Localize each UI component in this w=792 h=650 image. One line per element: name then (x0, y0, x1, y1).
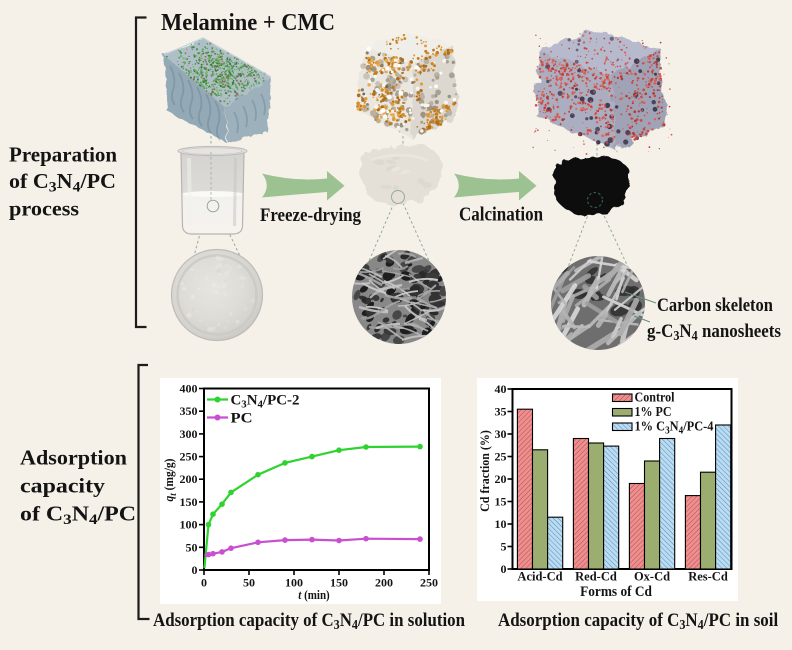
svg-text:Res-Cd: Res-Cd (688, 570, 728, 584)
svg-text:200: 200 (180, 472, 198, 486)
svg-text:qt (mg/g): qt (mg/g) (162, 459, 179, 502)
svg-text:350: 350 (180, 404, 198, 418)
svg-text:capacity: capacity (20, 474, 106, 497)
svg-text:250: 250 (420, 576, 438, 590)
svg-text:5: 5 (501, 540, 507, 554)
svg-text:Calcination: Calcination (459, 203, 543, 224)
svg-text:Preparation: Preparation (9, 143, 117, 167)
svg-text:Carbon skeleton: Carbon skeleton (657, 294, 773, 316)
svg-text:300: 300 (180, 427, 198, 441)
svg-text:400: 400 (180, 382, 198, 396)
svg-text:PC: PC (231, 410, 253, 426)
svg-text:Freeze-drying: Freeze-drying (260, 204, 361, 225)
svg-text:0: 0 (501, 562, 507, 576)
svg-text:of C3N4/PC: of C3N4/PC (20, 502, 136, 528)
svg-text:40: 40 (495, 382, 507, 396)
svg-text:Control: Control (635, 390, 675, 405)
svg-text:0: 0 (192, 563, 198, 577)
svg-text:15: 15 (495, 495, 507, 509)
svg-text:100: 100 (285, 576, 303, 590)
svg-text:150: 150 (330, 576, 348, 590)
svg-text:Red-Cd: Red-Cd (575, 570, 617, 584)
svg-text:Adsorption capacity of C3N4/PC: Adsorption capacity of C3N4/PC in soluti… (153, 609, 465, 632)
svg-text:20: 20 (495, 472, 507, 486)
svg-text:25: 25 (495, 450, 507, 464)
svg-text:Forms of Cd: Forms of Cd (580, 585, 652, 601)
svg-text:process: process (9, 197, 79, 220)
svg-text:Adsorption capacity of C3N4/PC: Adsorption capacity of C3N4/PC in soil (498, 609, 778, 632)
svg-text:Melamine + CMC: Melamine + CMC (161, 9, 335, 36)
svg-text:10: 10 (495, 517, 507, 531)
svg-text:Cd fraction (%): Cd fraction (%) (478, 430, 493, 512)
svg-text:50: 50 (243, 576, 255, 590)
svg-text:250: 250 (180, 450, 198, 464)
svg-text:Adsorption: Adsorption (20, 446, 127, 469)
svg-text:t (min): t (min) (298, 588, 330, 602)
svg-text:1% C3N4/PC-4: 1% C3N4/PC-4 (635, 418, 714, 437)
svg-text:0: 0 (201, 576, 207, 590)
svg-text:C3N4/PC-2: C3N4/PC-2 (231, 393, 300, 411)
svg-text:g-C3N4 nanosheets: g-C3N4 nanosheets (647, 320, 781, 343)
svg-text:Ox-Cd: Ox-Cd (634, 570, 670, 584)
svg-text:35: 35 (495, 405, 507, 419)
svg-text:1% PC: 1% PC (635, 404, 672, 419)
svg-text:100: 100 (180, 518, 198, 532)
svg-text:of C3N4/PC: of C3N4/PC (9, 169, 116, 195)
svg-text:30: 30 (495, 427, 507, 441)
svg-text:150: 150 (180, 495, 198, 509)
svg-text:50: 50 (186, 540, 198, 554)
svg-text:200: 200 (375, 576, 393, 590)
svg-text:Acid-Cd: Acid-Cd (517, 570, 562, 584)
